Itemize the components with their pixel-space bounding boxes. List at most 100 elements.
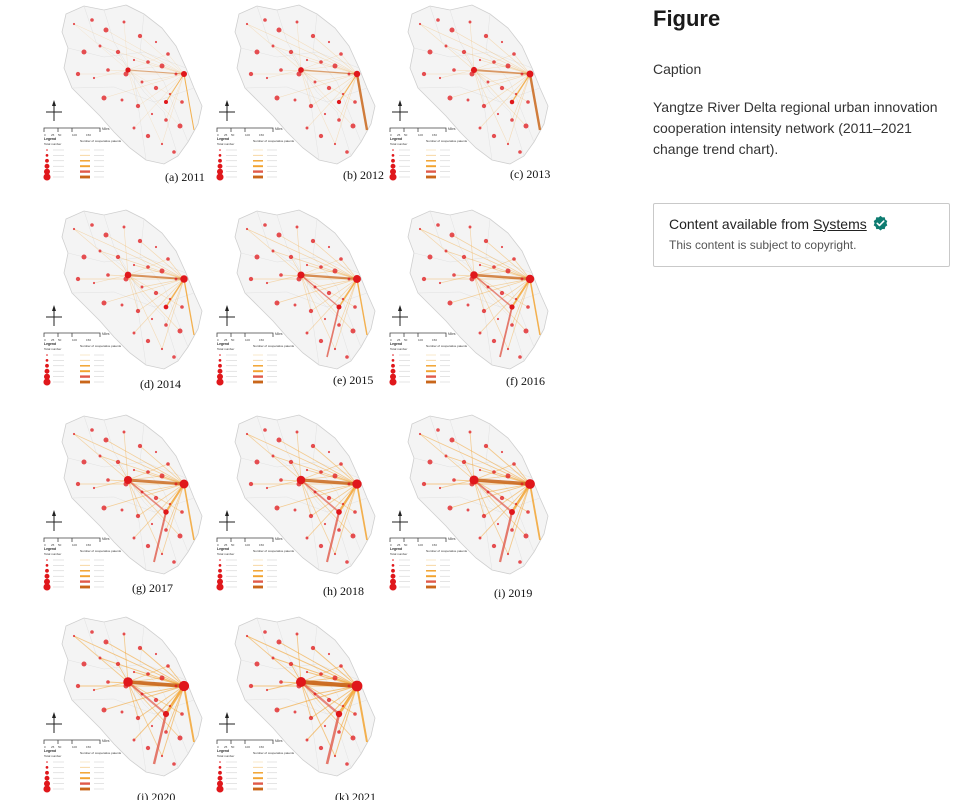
legend-links-label: Number of cooperative patents	[80, 549, 122, 553]
compass-icon	[46, 305, 62, 326]
scale-tick: 25	[224, 338, 228, 342]
scale-bar: Miles 0 25 50 100 150	[43, 739, 110, 749]
legend-links-label: Number of cooperative patents	[80, 139, 122, 143]
legend-links-label: Number of cooperative patents	[80, 344, 122, 348]
scale-bar: Miles 0 25 50 100 150	[43, 537, 110, 547]
panel-year-label: (a) 2011	[165, 170, 205, 184]
panel-year-label: (b) 2012	[343, 168, 384, 182]
legend-links-label: Number of cooperative patents	[426, 344, 468, 348]
panel-year-label: (g) 2017	[132, 581, 173, 595]
map-panel: Miles 0 25 50 100 150 Legend Total number Number…	[213, 612, 385, 800]
scale-tick: 25	[224, 543, 228, 547]
scale-tick: 150	[259, 133, 264, 137]
panel-year-label: (d) 2014	[140, 377, 181, 391]
map-panel: Miles 0 25 50 100 150 Legend Total number Number…	[213, 205, 385, 405]
scale-tick: 0	[217, 133, 219, 137]
scale-bar: Miles 0 25 50 100 150	[216, 739, 283, 749]
figure-image: Miles 0 25 50 100 150 Legend Total number Number…	[40, 0, 558, 800]
scale-tick: 150	[432, 338, 437, 342]
scale-bar: Miles 0 25 50 100 150	[43, 127, 110, 137]
legend-total-label: Total number	[44, 754, 61, 758]
scale-unit: Miles	[448, 332, 456, 336]
panel-year-label: (h) 2018	[323, 584, 364, 598]
legend-total-label: Total number	[390, 552, 407, 556]
scale-tick: 50	[231, 543, 235, 547]
legend-links-label: Number of cooperative patents	[253, 344, 295, 348]
legend-total-label: Total number	[390, 347, 407, 351]
compass-icon	[219, 712, 235, 733]
legend-links-label: Number of cooperative patents	[253, 139, 295, 143]
scale-tick: 0	[44, 133, 46, 137]
compass-icon	[219, 510, 235, 531]
map-panel: Miles 0 25 50 100 150 Legend Total number Number…	[40, 205, 212, 405]
copyright-note: This content is subject to copyright.	[669, 238, 857, 252]
legend-title: Legend	[217, 137, 229, 141]
scale-tick: 50	[404, 338, 408, 342]
map-panel: Miles 0 25 50 100 150 Legend Total number Number…	[386, 205, 558, 405]
scale-tick: 150	[86, 338, 91, 342]
map-panel: Miles 0 25 50 100 150 Legend Total number Number…	[213, 410, 385, 610]
scale-tick: 50	[404, 133, 408, 137]
scale-tick: 100	[418, 338, 423, 342]
scale-tick: 100	[245, 745, 250, 749]
legend-title: Legend	[217, 749, 229, 753]
scale-unit: Miles	[102, 739, 110, 743]
scale-tick: 150	[259, 543, 264, 547]
scale-unit: Miles	[102, 537, 110, 541]
scale-tick: 50	[58, 745, 62, 749]
scale-tick: 0	[44, 745, 46, 749]
compass-icon	[46, 712, 62, 733]
panel-year-label: (j) 2020	[137, 790, 176, 800]
scale-tick: 0	[217, 338, 219, 342]
scale-tick: 50	[404, 543, 408, 547]
scale-unit: Miles	[275, 537, 283, 541]
scale-unit: Miles	[275, 127, 283, 131]
scale-tick: 50	[58, 133, 62, 137]
scale-tick: 150	[432, 133, 437, 137]
scale-bar: Miles 0 25 50 100 150	[43, 332, 110, 342]
source-box: Content available from Systems This cont…	[653, 203, 950, 267]
legend-title: Legend	[390, 547, 402, 551]
legend-title: Legend	[390, 342, 402, 346]
source-link[interactable]: Systems	[813, 215, 867, 232]
legend-title: Legend	[390, 137, 402, 141]
map-panel: Miles 0 25 50 100 150 Legend Total number Number…	[40, 0, 212, 200]
scale-tick: 150	[432, 543, 437, 547]
legend-links-label: Number of cooperative patents	[253, 751, 295, 755]
scale-unit: Miles	[102, 127, 110, 131]
map-panel: Miles 0 25 50 100 150 Legend Total number Number…	[40, 612, 212, 800]
legend-links-label: Number of cooperative patents	[426, 549, 468, 553]
scale-tick: 25	[224, 745, 228, 749]
scale-tick: 0	[44, 543, 46, 547]
scale-tick: 0	[44, 338, 46, 342]
legend-total-label: Total number	[217, 347, 234, 351]
scale-tick: 50	[231, 745, 235, 749]
scale-tick: 100	[418, 543, 423, 547]
map-panel: Miles 0 25 50 100 150 Legend Total number Number…	[386, 0, 558, 200]
scale-tick: 0	[390, 338, 392, 342]
legend-title: Legend	[44, 342, 56, 346]
panel-year-label: (f) 2016	[506, 374, 545, 388]
scale-tick: 25	[397, 338, 401, 342]
scale-tick: 150	[86, 745, 91, 749]
figure-heading: Figure	[653, 6, 721, 31]
scale-unit: Miles	[275, 332, 283, 336]
scale-tick: 150	[259, 338, 264, 342]
map-panel: Miles 0 25 50 100 150 Legend Total number Number…	[386, 410, 558, 610]
panel-year-label: (c) 2013	[510, 167, 551, 181]
